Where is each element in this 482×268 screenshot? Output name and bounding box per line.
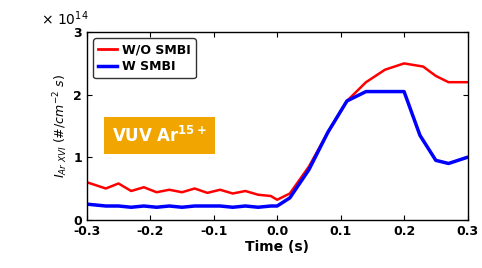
W SMBI [417,134,423,137]
W/O SMBI [217,188,223,191]
W SMBI [465,156,470,159]
W SMBI [306,168,312,171]
W/O SMBI [420,65,426,68]
W/O SMBI [287,192,293,195]
W/O SMBI [230,192,236,195]
W/O SMBI [445,81,451,84]
W SMBI [344,99,350,103]
W/O SMBI [128,189,134,193]
W/O SMBI [401,62,407,65]
W/O SMBI [179,191,185,194]
W SMBI [401,90,407,93]
W SMBI [325,131,331,134]
W SMBI [141,204,147,208]
W SMBI [382,90,388,93]
W SMBI [217,204,223,208]
X-axis label: Time (s): Time (s) [245,240,309,254]
W SMBI [433,159,439,162]
Text: $\times\ 10^{14}$: $\times\ 10^{14}$ [41,10,89,28]
W/O SMBI [103,187,108,190]
W/O SMBI [84,181,90,184]
W/O SMBI [325,131,331,134]
W/O SMBI [141,186,147,189]
W SMBI [287,196,293,199]
W SMBI [154,206,160,209]
W SMBI [192,204,198,208]
W SMBI [255,206,261,209]
W/O SMBI [363,81,369,84]
W/O SMBI [306,165,312,168]
W SMBI [268,204,274,208]
W SMBI [242,204,248,208]
W/O SMBI [465,81,470,84]
Legend: W/O SMBI, W SMBI: W/O SMBI, W SMBI [93,38,196,78]
W/O SMBI [192,187,198,190]
W/O SMBI [116,182,121,185]
W/O SMBI [433,74,439,77]
W SMBI [363,90,369,93]
W SMBI [116,204,121,208]
W SMBI [274,204,280,208]
W/O SMBI [166,188,172,191]
W/O SMBI [268,194,274,198]
Y-axis label: $I_{Ar\ XVI}\ (\#/cm^{-2}\ s)$: $I_{Ar\ XVI}\ (\#/cm^{-2}\ s)$ [52,74,70,178]
W SMBI [128,206,134,209]
W SMBI [103,204,108,208]
W SMBI [84,203,90,206]
W SMBI [166,204,172,208]
W/O SMBI [204,191,210,195]
W SMBI [230,206,236,209]
W SMBI [445,162,451,165]
W/O SMBI [274,198,280,201]
W/O SMBI [344,99,350,103]
Line: W SMBI: W SMBI [87,92,468,207]
W/O SMBI [242,189,248,193]
W SMBI [204,204,210,208]
Line: W/O SMBI: W/O SMBI [87,64,468,200]
Text: $\bf{VUV\ Ar^{15+}}$: $\bf{VUV\ Ar^{15+}}$ [112,125,207,146]
W/O SMBI [255,193,261,196]
W/O SMBI [154,191,160,194]
W SMBI [179,206,185,209]
W/O SMBI [382,68,388,71]
